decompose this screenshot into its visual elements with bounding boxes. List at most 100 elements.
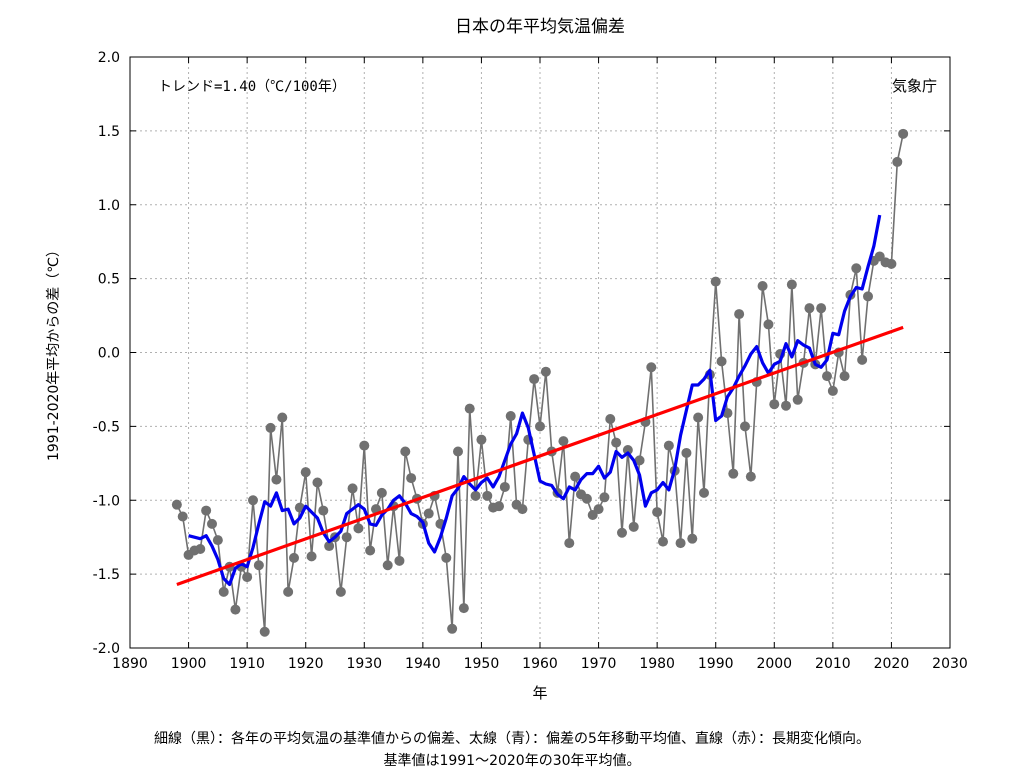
annual-anomaly-point [728, 468, 739, 479]
annual-anomaly-point [394, 555, 405, 566]
y-tick-label: 0.5 [98, 272, 120, 288]
annual-anomaly-point [581, 493, 592, 504]
annual-anomaly-point [423, 508, 434, 519]
annual-anomaly-point [781, 400, 791, 411]
annual-anomaly-point [400, 446, 411, 457]
annual-anomaly-point [382, 560, 393, 571]
annual-anomaly-point [476, 434, 487, 445]
annual-anomaly-point [786, 279, 797, 290]
annual-anomaly-point [453, 446, 463, 457]
annual-anomaly-point [335, 586, 346, 597]
annual-anomaly-point [464, 403, 475, 414]
annual-anomaly-point [804, 303, 815, 314]
annual-anomaly-point [177, 511, 188, 522]
annual-anomaly-point [611, 437, 622, 448]
annual-anomaly-point [634, 455, 645, 466]
chart-title: 日本の年平均気温偏差 [455, 17, 625, 37]
annual-anomaly-point [306, 551, 317, 562]
series [171, 128, 909, 637]
x-tick-label: 1900 [171, 656, 207, 672]
moving-average-line [188, 214, 882, 587]
y-tick-label: 1.5 [98, 124, 120, 140]
annual-anomaly-point [699, 487, 709, 498]
x-axis-label: 年 [532, 684, 547, 702]
axes: 1890 1900 1910 1920 1930 1940 1950 1960 1970 1980… [93, 50, 968, 672]
annual-anomaly-point [482, 490, 493, 501]
annual-anomaly-point [558, 436, 569, 447]
annual-anomaly-point [763, 319, 774, 330]
annual-anomaly-point [646, 362, 657, 373]
y-tick-label: -1.5 [93, 567, 120, 583]
y-axis-label: 1991-2020年平均からの差（℃） [46, 243, 62, 461]
annual-anomaly-point [822, 371, 832, 382]
annual-anomaly-point [253, 560, 264, 571]
annual-anomaly-point [564, 538, 575, 549]
annual-anomaly-point [318, 505, 329, 516]
annual-anomaly-point [447, 623, 458, 634]
y-tick-label: -1.0 [93, 493, 120, 509]
x-tick-label: 1930 [346, 656, 382, 672]
x-tick-label: 1920 [288, 656, 324, 672]
annual-anomaly-point [458, 603, 469, 614]
annual-anomaly-point [663, 440, 674, 451]
x-tick-label: 1990 [698, 656, 734, 672]
annual-anomaly-point [494, 501, 504, 512]
annual-anomaly-point [687, 533, 698, 544]
x-tick-label: 2020 [874, 656, 910, 672]
annual-anomaly-point [740, 421, 750, 432]
annual-anomaly-point [570, 471, 581, 482]
trend-line [176, 325, 904, 586]
annual-anomaly-point [289, 552, 299, 563]
annual-anomaly-point [529, 374, 540, 385]
x-tick-label: 2000 [756, 656, 792, 672]
x-tick-label: 1910 [229, 656, 265, 672]
annual-anomaly-point [171, 499, 182, 510]
y-tick-label: 0.0 [98, 346, 120, 362]
annual-anomaly-point [605, 413, 616, 424]
annual-anomaly-point [816, 303, 827, 314]
annual-anomaly-point [201, 505, 212, 516]
annual-anomaly-point [769, 399, 780, 410]
annual-anomaly-point [716, 356, 727, 367]
y-tick-label: 2.0 [98, 50, 120, 66]
annual-anomaly-point [652, 507, 663, 518]
x-tick-label: 1960 [522, 656, 558, 672]
annual-anomaly-point [259, 626, 270, 637]
y-tick-label: 1.0 [98, 198, 120, 214]
temperature-anomaly-chart: 日本の年平均気温偏差 1890 1900 1910 1920 1930 1940 1950 1… [46, 17, 968, 702]
annual-anomaly-point [693, 412, 704, 423]
annual-anomaly-point [505, 411, 516, 422]
x-tick-label: 1940 [405, 656, 441, 672]
annual-anomaly-point [212, 535, 223, 546]
annual-anomaly-point [827, 385, 838, 396]
annual-anomaly-point [248, 495, 258, 506]
x-tick-label: 1970 [581, 656, 617, 672]
caption-line-1: 細線（黒）：各年の平均気温の基準値からの偏差、太線（青）：偏差の5年移動平均値、… [154, 731, 870, 747]
y-tick-label: -0.5 [93, 419, 120, 435]
annual-anomaly-point [277, 412, 288, 423]
x-tick-label: 1980 [639, 656, 675, 672]
annual-anomaly-point [757, 281, 768, 292]
annual-anomaly-point [353, 523, 364, 534]
annual-anomaly-point [710, 276, 721, 287]
annual-anomaly-point [376, 487, 387, 498]
x-tick-label: 2010 [815, 656, 851, 672]
annual-anomaly-point [312, 477, 323, 488]
source-label: 気象庁 [892, 77, 937, 95]
annual-anomaly-point [540, 366, 551, 377]
annual-anomaly-point [265, 422, 276, 433]
annual-anomaly-point [681, 447, 692, 458]
annual-anomaly-point [617, 527, 627, 538]
annual-anomaly-point [341, 532, 352, 543]
caption-line-2: 基準値は1991〜2020年の30年平均値。 [383, 753, 641, 769]
annual-anomaly-point [406, 473, 417, 484]
x-tick-label: 1950 [464, 656, 500, 672]
annual-anomaly-point [207, 518, 217, 529]
annual-anomaly-point [851, 263, 862, 274]
annual-anomaly-point [324, 541, 335, 552]
annual-anomaly-point [195, 544, 206, 555]
annual-anomaly-point [230, 604, 241, 615]
annual-anomaly-point [535, 421, 545, 432]
annual-anomaly-point [898, 128, 909, 139]
annual-anomaly-point [599, 492, 610, 503]
